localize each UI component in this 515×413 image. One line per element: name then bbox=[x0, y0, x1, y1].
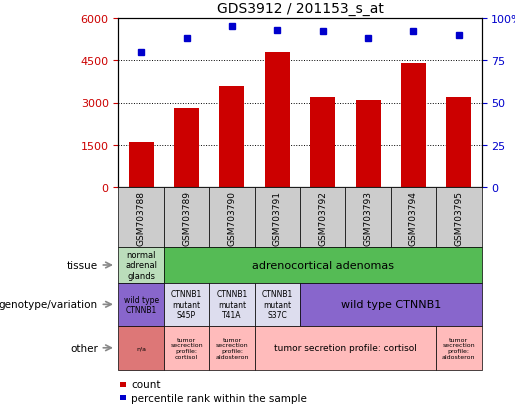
Text: adrenocortical adenomas: adrenocortical adenomas bbox=[252, 260, 393, 271]
Text: wild type
CTNNB1: wild type CTNNB1 bbox=[124, 295, 159, 314]
Text: GSM703788: GSM703788 bbox=[136, 190, 146, 245]
Bar bbox=[265, 52, 290, 188]
Text: GSM703790: GSM703790 bbox=[228, 190, 236, 245]
Text: GSM703792: GSM703792 bbox=[318, 190, 327, 245]
Text: normal
adrenal
glands: normal adrenal glands bbox=[125, 251, 157, 280]
Text: genotype/variation: genotype/variation bbox=[0, 299, 98, 310]
Text: GSM703793: GSM703793 bbox=[364, 190, 372, 245]
Bar bbox=[174, 109, 199, 188]
Text: tumor
secrection
profile:
cortisol: tumor secrection profile: cortisol bbox=[170, 337, 203, 359]
Text: percentile rank within the sample: percentile rank within the sample bbox=[131, 393, 307, 403]
Text: tumor
secrection
profile:
aldosteron: tumor secrection profile: aldosteron bbox=[442, 337, 475, 359]
Bar bbox=[129, 143, 153, 188]
Text: GSM703795: GSM703795 bbox=[454, 190, 464, 245]
Text: n/a: n/a bbox=[136, 345, 146, 351]
Text: CTNNB1
mutant
T41A: CTNNB1 mutant T41A bbox=[216, 290, 248, 319]
Text: CTNNB1
mutant
S37C: CTNNB1 mutant S37C bbox=[262, 290, 293, 319]
Bar bbox=[447, 97, 471, 188]
Text: GSM703794: GSM703794 bbox=[409, 190, 418, 245]
Text: tumor secretion profile: cortisol: tumor secretion profile: cortisol bbox=[274, 344, 417, 352]
Bar bbox=[355, 100, 381, 188]
Text: tissue: tissue bbox=[67, 260, 98, 271]
Bar bbox=[310, 97, 335, 188]
Text: wild type CTNNB1: wild type CTNNB1 bbox=[340, 299, 441, 310]
Text: CTNNB1
mutant
S45P: CTNNB1 mutant S45P bbox=[171, 290, 202, 319]
Text: other: other bbox=[70, 343, 98, 353]
Text: GSM703789: GSM703789 bbox=[182, 190, 191, 245]
Bar bbox=[401, 64, 426, 188]
Text: count: count bbox=[131, 379, 161, 389]
Text: GSM703791: GSM703791 bbox=[273, 190, 282, 245]
Text: tumor
secrection
profile:
aldosteron: tumor secrection profile: aldosteron bbox=[215, 337, 249, 359]
Bar bbox=[219, 86, 245, 188]
Title: GDS3912 / 201153_s_at: GDS3912 / 201153_s_at bbox=[216, 2, 384, 16]
